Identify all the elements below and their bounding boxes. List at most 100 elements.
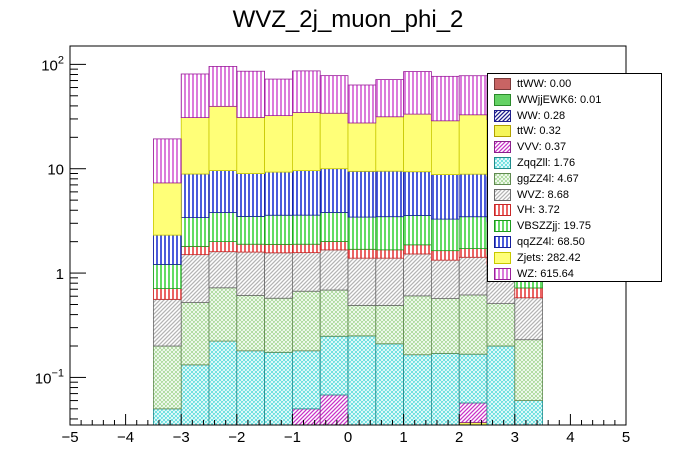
bar-zqqzll-2 [208, 340, 238, 426]
bar-wvz-13 [514, 297, 543, 341]
bar-qqzz4l-4 [264, 171, 293, 216]
bar-vh-9 [403, 244, 432, 255]
bar-vh-1 [180, 245, 210, 256]
bar-zjets-11 [458, 114, 488, 175]
y-tick-label: 102 [41, 54, 64, 74]
bar-ggzz4l-8 [375, 305, 404, 345]
bar-ggzz4l-6 [319, 289, 349, 337]
bar-ggzz4l-13 [514, 339, 543, 401]
bar-zqqzll-13 [514, 400, 543, 426]
bar-vbszzjj-0 [152, 264, 182, 289]
bar-vh-7 [347, 248, 377, 259]
series-zqqzll [152, 335, 543, 426]
bar-zqqzll-5 [291, 350, 321, 410]
bar-wvz-6 [319, 249, 349, 291]
bar-zjets-9 [403, 113, 432, 173]
x-tick-label: 0 [344, 429, 352, 446]
bar-vvv-11 [458, 402, 488, 423]
legend-label: VBSZZjj: 19.75 [517, 220, 591, 233]
legend-entry-vvv: VVV: 0.37 [488, 139, 663, 155]
bar-vh-5 [291, 243, 321, 254]
legend-label: WWjjEWK6: 0.01 [517, 93, 602, 106]
x-tick-label: −1 [284, 429, 301, 446]
bar-ggzz4l-10 [430, 298, 460, 354]
bar-ggzz4l-0 [152, 345, 182, 410]
bar-qqzz4l-5 [291, 170, 321, 216]
bar-vh-2 [208, 241, 238, 253]
bar-zqqzll-11 [458, 353, 488, 404]
bar-vh-8 [375, 249, 404, 259]
bar-ggzz4l-2 [208, 287, 238, 342]
bar-vh-11 [458, 248, 488, 258]
bar-wz-9 [403, 71, 432, 115]
y-tick-label: 1 [56, 266, 64, 283]
bar-vh-3 [236, 243, 266, 253]
bar-ggzz4l-9 [403, 295, 432, 356]
legend-label: ttWW: 0.00 [517, 78, 572, 90]
x-tick-label: 4 [566, 429, 574, 446]
bar-wz-1 [180, 73, 210, 118]
bar-qqzz4l-8 [375, 170, 404, 218]
x-tick-label: −4 [117, 429, 134, 446]
bar-zqqzll-4 [264, 351, 293, 426]
bar-vvv-6 [319, 394, 349, 426]
bar-qqzz4l-0 [152, 234, 182, 265]
bar-zjets-0 [152, 182, 182, 236]
bar-wvz-2 [208, 251, 238, 289]
bar-ggzz4l-5 [291, 290, 321, 352]
bar-wvz-5 [291, 252, 321, 292]
legend-entry-ww: WW: 0.28 [488, 108, 663, 124]
bar-wvz-1 [180, 254, 210, 303]
bar-zqqzll-12 [486, 345, 516, 426]
legend-entry-ggzz4l: ggZZ4l: 4.67 [488, 171, 663, 187]
y-tick-label: 10 [47, 162, 64, 179]
bar-qqzz4l-3 [236, 173, 266, 217]
bar-vbszzjj-10 [430, 218, 460, 252]
bar-zqqzll-7 [347, 335, 377, 426]
bar-vbszzjj-2 [208, 212, 238, 242]
bar-qqzz4l-9 [403, 171, 432, 216]
bar-zjets-8 [375, 116, 404, 172]
legend-swatch [494, 109, 511, 122]
bar-vbszzjj-3 [236, 216, 266, 245]
chart-title: WVZ_2j_muon_phi_2 [232, 6, 464, 33]
legend-entry-ttw: ttW: 0.32 [488, 123, 663, 139]
x-tick-label: 1 [399, 429, 407, 446]
bar-wz-6 [319, 75, 349, 114]
legend-label: VH: 3.72 [517, 204, 560, 217]
series-ggzz4l [152, 287, 543, 410]
bar-wz-8 [375, 79, 404, 118]
legend-swatch [494, 220, 511, 233]
x-tick-label: −2 [228, 429, 245, 446]
bar-wz-10 [430, 75, 460, 122]
bar-wvz-9 [403, 253, 432, 297]
bar-zqqzll-3 [236, 350, 266, 426]
bar-vh-4 [264, 243, 293, 254]
bar-wz-0 [152, 138, 182, 184]
bar-qqzz4l-11 [458, 173, 488, 218]
legend-entry-vbszzjj: VBSZZjj: 19.75 [488, 218, 663, 234]
bar-zqqzll-1 [180, 364, 210, 426]
legend-entry-wz: WZ: 615.64 [488, 266, 663, 282]
legend-entry-ttww: ttWW: 0.00 [488, 76, 663, 92]
bar-wvz-3 [236, 251, 266, 296]
bar-wvz-4 [264, 252, 293, 299]
legend-label: Zjets: 282.42 [517, 251, 581, 264]
legend-swatch [494, 204, 511, 217]
bar-vbszzjj-7 [347, 216, 377, 250]
legend-label: VVV: 0.37 [517, 141, 567, 154]
legend-entry-zqqzll: ZqqZll: 1.76 [488, 155, 663, 171]
bar-wvz-7 [347, 257, 377, 306]
bar-vh-0 [152, 288, 182, 300]
bar-wvz-10 [430, 259, 460, 299]
bar-ggzz4l-12 [486, 303, 516, 347]
bar-zqqzll-6 [319, 335, 349, 396]
legend-label: ggZZ4l: 4.67 [517, 172, 579, 185]
legend: ttWW: 0.00 WWjjEWK6: 0.01 WW: 0.28 ttW: 0.3… [487, 73, 662, 282]
bar-zjets-5 [291, 112, 321, 172]
y-tick-label: 10−1 [35, 367, 64, 387]
x-tick-label: −3 [173, 429, 190, 446]
bar-vh-10 [430, 250, 460, 261]
legend-label: WW: 0.28 [517, 109, 566, 122]
bar-vbszzjj-5 [291, 214, 321, 245]
